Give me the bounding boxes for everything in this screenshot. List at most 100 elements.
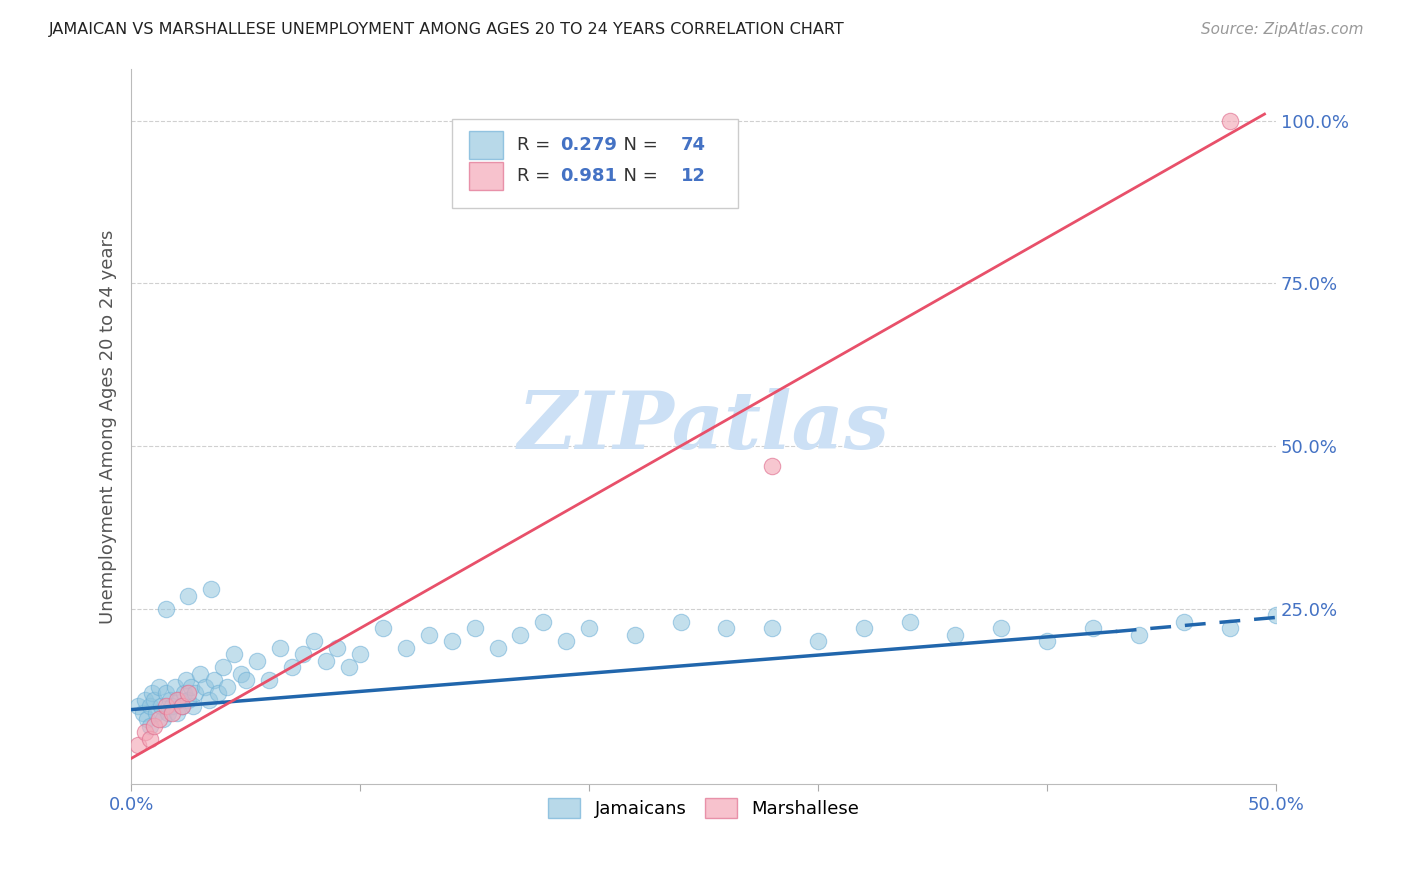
Point bbox=[315, 654, 337, 668]
Point bbox=[624, 628, 647, 642]
Point bbox=[990, 621, 1012, 635]
Point bbox=[152, 712, 174, 726]
Point bbox=[669, 615, 692, 629]
Point bbox=[173, 686, 195, 700]
Point bbox=[198, 693, 221, 707]
Point bbox=[578, 621, 600, 635]
Point bbox=[162, 706, 184, 720]
Point bbox=[207, 686, 229, 700]
Point bbox=[280, 660, 302, 674]
Point bbox=[202, 673, 225, 688]
Point bbox=[231, 666, 253, 681]
Text: 0.279: 0.279 bbox=[561, 136, 617, 154]
Point bbox=[224, 647, 246, 661]
FancyBboxPatch shape bbox=[470, 161, 503, 190]
Point bbox=[174, 673, 197, 688]
Point bbox=[145, 706, 167, 720]
Point bbox=[143, 693, 166, 707]
Point bbox=[138, 699, 160, 714]
FancyBboxPatch shape bbox=[470, 131, 503, 160]
Point bbox=[852, 621, 875, 635]
Point bbox=[138, 719, 160, 733]
Point bbox=[1128, 628, 1150, 642]
Point bbox=[193, 680, 215, 694]
Point bbox=[211, 660, 233, 674]
Point bbox=[555, 634, 578, 648]
Point bbox=[1219, 621, 1241, 635]
Point bbox=[486, 640, 509, 655]
Point bbox=[141, 686, 163, 700]
Point bbox=[127, 699, 149, 714]
Point bbox=[177, 693, 200, 707]
Point bbox=[531, 615, 554, 629]
Point bbox=[257, 673, 280, 688]
Point bbox=[326, 640, 349, 655]
Point bbox=[177, 686, 200, 700]
Point bbox=[246, 654, 269, 668]
Point bbox=[143, 719, 166, 733]
Point bbox=[337, 660, 360, 674]
Text: 74: 74 bbox=[681, 136, 706, 154]
Point bbox=[180, 680, 202, 694]
Point bbox=[150, 699, 173, 714]
Point bbox=[235, 673, 257, 688]
Point bbox=[134, 693, 156, 707]
Point bbox=[159, 693, 181, 707]
Point bbox=[162, 699, 184, 714]
Point bbox=[200, 582, 222, 597]
Point bbox=[148, 712, 170, 726]
Point bbox=[1081, 621, 1104, 635]
Point bbox=[464, 621, 486, 635]
Point bbox=[156, 706, 179, 720]
Point bbox=[509, 628, 531, 642]
Point bbox=[169, 693, 191, 707]
Point bbox=[1036, 634, 1059, 648]
Text: 0.981: 0.981 bbox=[561, 167, 617, 185]
Point bbox=[170, 699, 193, 714]
Point bbox=[166, 693, 188, 707]
Point bbox=[127, 739, 149, 753]
Text: 12: 12 bbox=[681, 167, 706, 185]
Point bbox=[177, 589, 200, 603]
Point bbox=[163, 680, 186, 694]
Point bbox=[898, 615, 921, 629]
Point bbox=[395, 640, 418, 655]
Text: N =: N = bbox=[612, 136, 664, 154]
Text: N =: N = bbox=[612, 167, 664, 185]
Point bbox=[138, 731, 160, 746]
Legend: Jamaicans, Marshallese: Jamaicans, Marshallese bbox=[540, 791, 866, 825]
Point bbox=[217, 680, 239, 694]
Point bbox=[349, 647, 371, 661]
FancyBboxPatch shape bbox=[451, 119, 738, 208]
Point bbox=[304, 634, 326, 648]
Point bbox=[291, 647, 314, 661]
Text: ZIPatlas: ZIPatlas bbox=[517, 388, 890, 466]
Point bbox=[761, 458, 783, 473]
Point bbox=[134, 725, 156, 739]
Point bbox=[188, 666, 211, 681]
Text: R =: R = bbox=[517, 167, 555, 185]
Point bbox=[136, 712, 159, 726]
Point bbox=[148, 680, 170, 694]
Point bbox=[716, 621, 738, 635]
Point bbox=[155, 699, 177, 714]
Point bbox=[155, 601, 177, 615]
Point bbox=[155, 686, 177, 700]
Point bbox=[269, 640, 291, 655]
Point bbox=[181, 699, 204, 714]
Point bbox=[761, 621, 783, 635]
Point bbox=[1173, 615, 1195, 629]
Point bbox=[371, 621, 394, 635]
Point bbox=[166, 706, 188, 720]
Text: JAMAICAN VS MARSHALLESE UNEMPLOYMENT AMONG AGES 20 TO 24 YEARS CORRELATION CHART: JAMAICAN VS MARSHALLESE UNEMPLOYMENT AMO… bbox=[49, 22, 845, 37]
Text: Source: ZipAtlas.com: Source: ZipAtlas.com bbox=[1201, 22, 1364, 37]
Point bbox=[945, 628, 967, 642]
Point bbox=[184, 686, 207, 700]
Point bbox=[1219, 113, 1241, 128]
Point bbox=[418, 628, 440, 642]
Point bbox=[170, 699, 193, 714]
Point bbox=[131, 706, 153, 720]
Text: R =: R = bbox=[517, 136, 555, 154]
Point bbox=[807, 634, 830, 648]
Point bbox=[1265, 608, 1288, 623]
